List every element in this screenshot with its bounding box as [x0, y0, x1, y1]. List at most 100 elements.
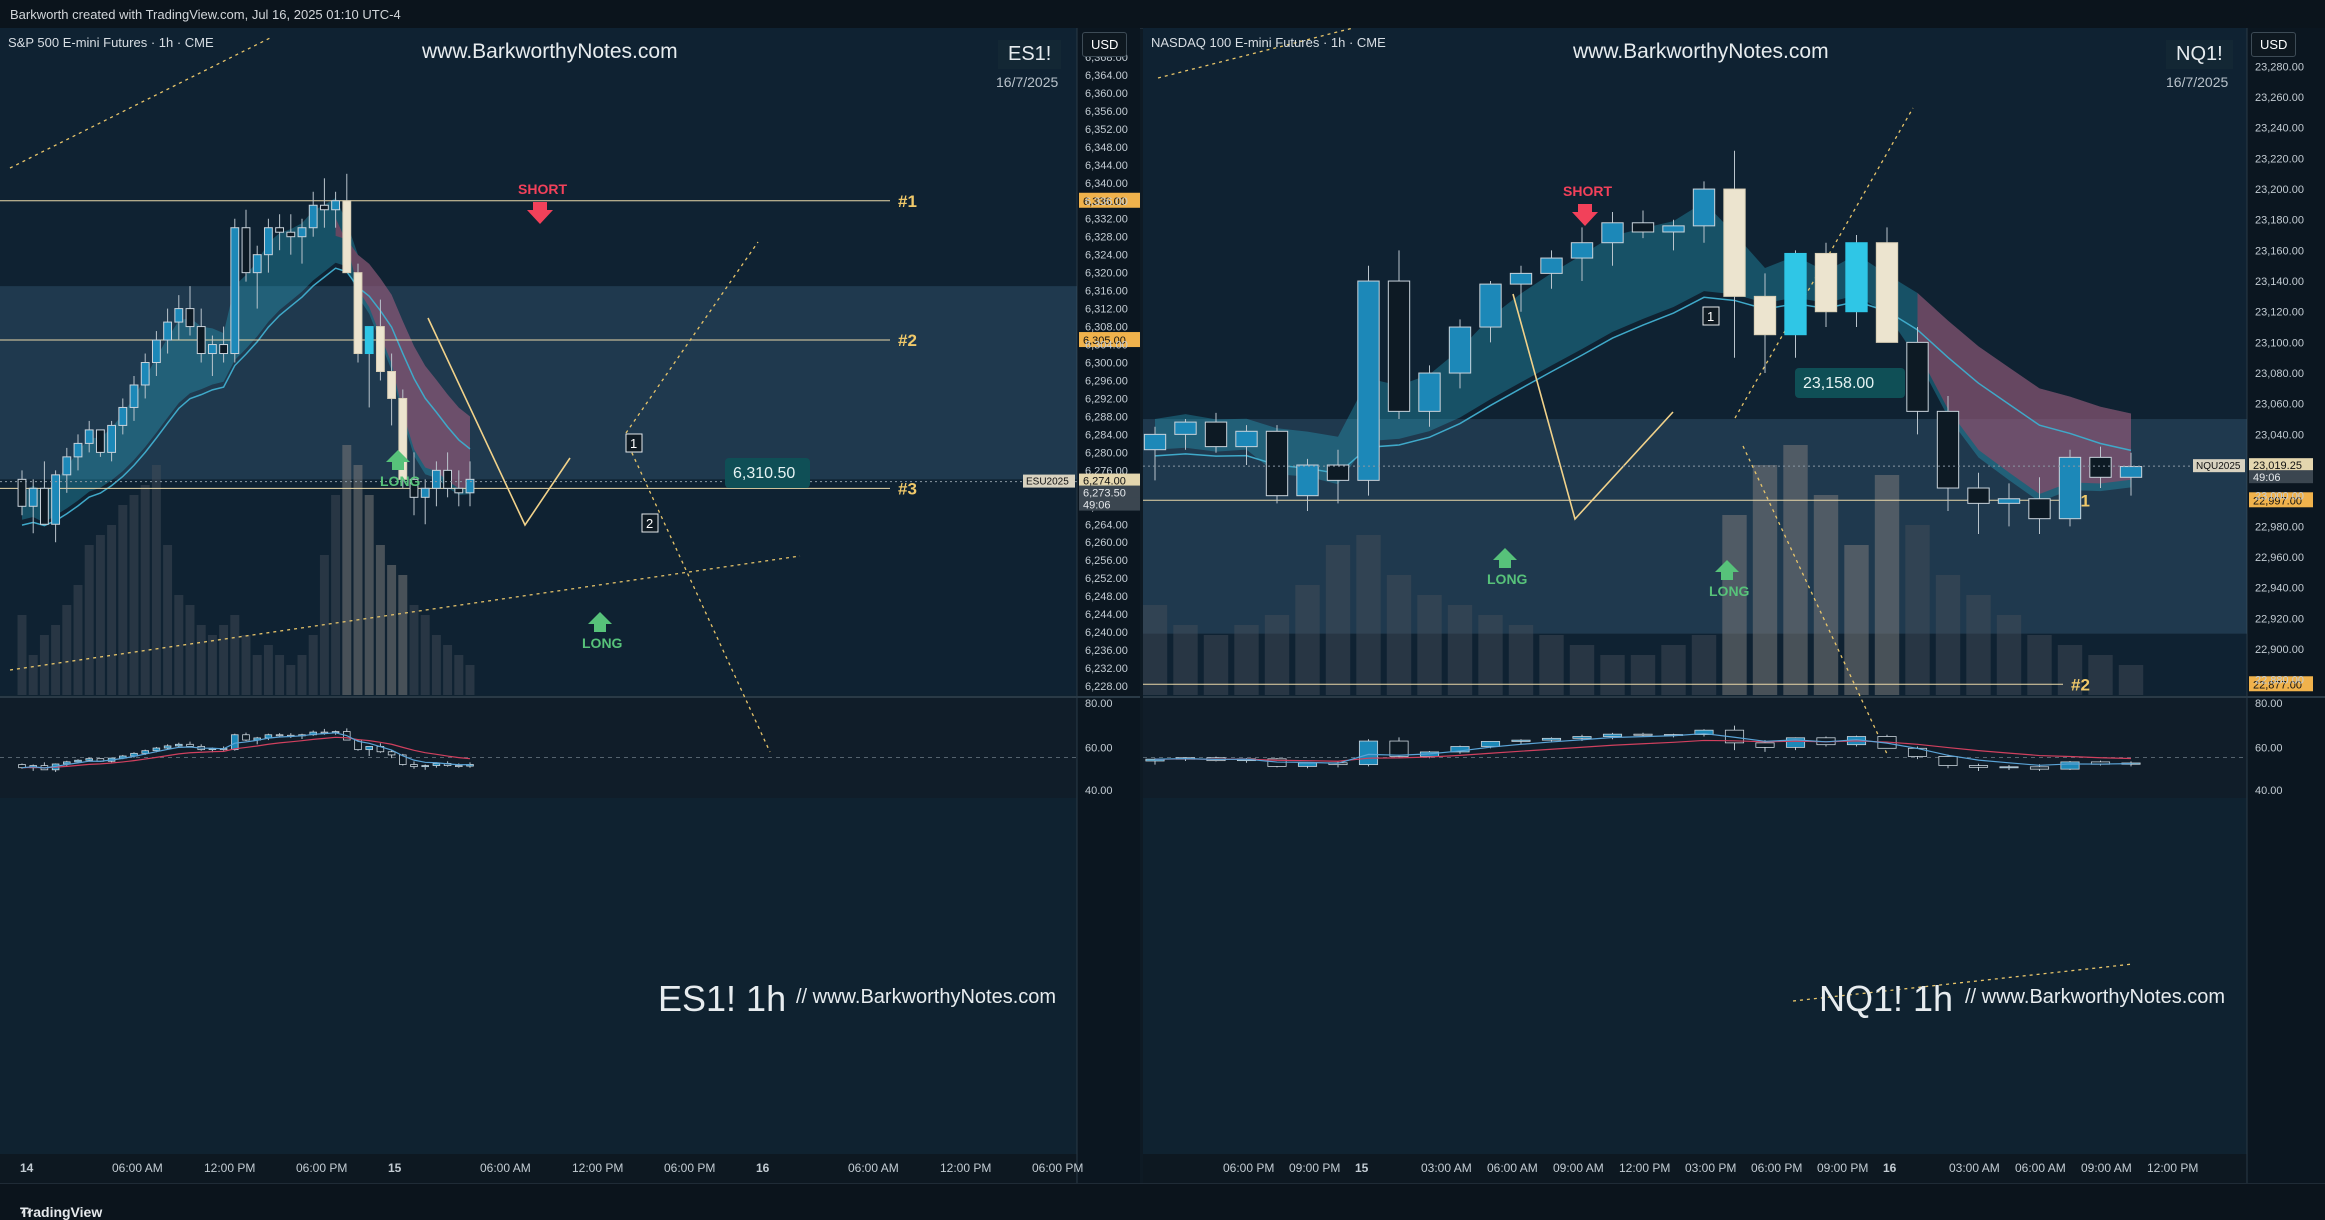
- candle-body: [241, 227, 251, 274]
- price-tick-label: 6,228.00: [1085, 681, 1128, 693]
- candle-body: [1204, 421, 1228, 448]
- level-price-tag: [1079, 332, 1140, 348]
- candle-body: [1662, 225, 1685, 233]
- es-chart-canvas[interactable]: #1 6,336.00#2 6,305.00#36,368.006,364.006,…: [0, 28, 1140, 1183]
- candle-body: [398, 397, 408, 480]
- currency-button[interactable]: USD: [1082, 32, 1128, 57]
- candle-body: [73, 442, 83, 458]
- volume-bar: [443, 645, 453, 695]
- level-price-tag: [2249, 492, 2313, 508]
- osc-candle: [152, 747, 161, 752]
- current-price-text: 23,019.25: [2253, 460, 2302, 472]
- time-axis-background: [0, 1154, 1077, 1183]
- candle-body: [84, 429, 94, 444]
- candle-body: [219, 344, 229, 355]
- osc-candle: [1541, 737, 1562, 741]
- volume-bar: [107, 525, 117, 695]
- time-tick-label: 12:00 PM: [204, 1161, 255, 1175]
- price-annotation-text: 23,158.00: [1803, 375, 1874, 392]
- long-arrow-icon: [1493, 548, 1517, 568]
- candle-body: [364, 326, 374, 355]
- projection-line: [1742, 445, 1889, 757]
- currency-button[interactable]: USD: [2251, 32, 2297, 57]
- osc-candle: [455, 765, 463, 767]
- osc-candle: [1511, 739, 1531, 742]
- candle-body: [1387, 280, 1411, 412]
- volume-bar: [118, 505, 128, 695]
- osc-candle: [2029, 766, 2050, 770]
- current-price-tag: [2249, 470, 2313, 484]
- projection-line: [1792, 963, 2134, 1002]
- volume-bar: [129, 495, 139, 695]
- candle-body: [1814, 252, 1838, 313]
- volume-bar: [1600, 655, 1625, 695]
- price-tick-label: 23,100.00: [2255, 337, 2304, 349]
- long-label: LONG: [1709, 583, 1750, 599]
- es-chart-panel[interactable]: #1 6,336.00 #2 6,305.00 #3 6,368.00 6,364.00 6,…: [0, 28, 1140, 1183]
- price-tick-label: 23,000.00: [2255, 491, 2304, 503]
- price-tick-label: 23,240.00: [2255, 123, 2304, 135]
- long-arrow-icon: [588, 612, 612, 632]
- volume-bar: [1417, 595, 1442, 695]
- long-arrow-icon: [1715, 560, 1739, 580]
- nq-chart-panel[interactable]: #122,997.00#222,877.0023,280.0023,260.00…: [1143, 28, 2325, 1183]
- volume-bar: [286, 665, 296, 695]
- volume-bar: [1935, 575, 1961, 695]
- plot-background: [1143, 28, 2247, 695]
- candle-body: [62, 456, 72, 476]
- time-tick-label: 06:00 AM: [2015, 1161, 2066, 1175]
- price-tick-label: 6,280.00: [1085, 447, 1128, 459]
- candle-body: [319, 204, 329, 211]
- top-bar: Barkworth created with TradingView.com, …: [0, 0, 2325, 29]
- short-label: SHORT: [518, 181, 567, 197]
- time-tick-label: 12:00 PM: [1619, 1161, 1670, 1175]
- candle-body: [387, 371, 397, 399]
- price-tick-label: 22,920.00: [2255, 613, 2304, 625]
- candle-body: [1631, 222, 1655, 233]
- bottom-bar: ⁷⁷ TradingView: [0, 1183, 2325, 1220]
- volume-bar: [1996, 615, 2022, 695]
- candle-body: [1692, 188, 1716, 227]
- level-price-text: 22,997.00: [2253, 495, 2302, 507]
- short-arrow-icon: [527, 202, 553, 224]
- candle-body: [353, 272, 363, 355]
- tv-logo-icon: ⁷⁷: [20, 1204, 32, 1220]
- volume-bar: [1295, 585, 1320, 695]
- price-tick-label: 23,200.00: [2255, 184, 2304, 196]
- price-tick-label: 23,140.00: [2255, 276, 2304, 288]
- long-label: LONG: [582, 635, 623, 651]
- time-tick-label: 09:00 PM: [1289, 1161, 1340, 1175]
- price-tick-label: 22,980.00: [2255, 521, 2304, 533]
- volume-bar: [1630, 655, 1656, 695]
- nq-chart-canvas[interactable]: #122,997.00#222,877.0023,280.0023,260.00…: [1143, 28, 2325, 1183]
- candle-body: [1753, 295, 1777, 336]
- price-tick-label: 22,940.00: [2255, 583, 2304, 595]
- candle-body: [230, 227, 240, 355]
- candle-body: [342, 200, 352, 274]
- price-tick-label: 6,320.00: [1085, 268, 1128, 280]
- level-label: #2: [2071, 675, 2090, 694]
- ema-line: [21, 267, 471, 527]
- osc-candle: [1785, 737, 1806, 748]
- candle-body: [286, 231, 296, 238]
- volume-bar: [2118, 665, 2144, 695]
- volume-bar: [1813, 495, 1839, 695]
- volume-bar: [1356, 535, 1381, 695]
- candle-body: [1936, 410, 1960, 489]
- osc-candle: [175, 743, 183, 747]
- candle-body: [1540, 257, 1563, 274]
- osc-signal-line: [21, 736, 471, 769]
- wave-number-box: [625, 433, 643, 453]
- price-tick-label: 6,324.00: [1085, 250, 1128, 262]
- candle-body: [1143, 433, 1167, 451]
- volume-bar: [207, 635, 217, 695]
- short-label: SHORT: [1563, 183, 1612, 199]
- wave-number-box: [641, 513, 659, 533]
- big-ticker-label: NQ1! 1h: [1819, 978, 1954, 1019]
- candle-body: [1601, 222, 1624, 244]
- volume-bar: [1539, 635, 1564, 695]
- candle-body: [28, 487, 38, 507]
- price-tick-label: 6,240.00: [1085, 627, 1128, 639]
- volume-bar: [1234, 625, 1259, 695]
- volume-bar: [1173, 625, 1198, 695]
